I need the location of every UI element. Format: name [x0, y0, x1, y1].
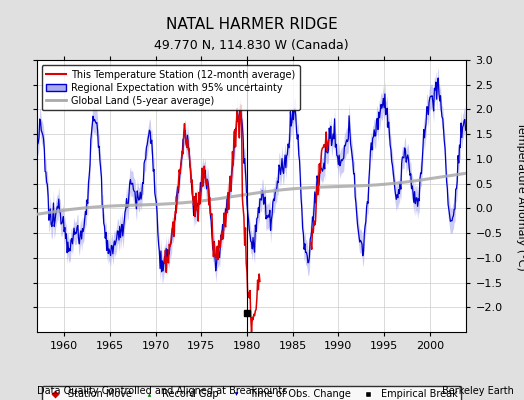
Y-axis label: Temperature Anomaly (°C): Temperature Anomaly (°C)	[516, 122, 524, 270]
Text: 49.770 N, 114.830 W (Canada): 49.770 N, 114.830 W (Canada)	[154, 39, 349, 52]
Text: Data Quality Controlled and Aligned at Breakpoints: Data Quality Controlled and Aligned at B…	[37, 386, 287, 396]
Legend: Station Move, Record Gap, Time of Obs. Change, Empirical Break: Station Move, Record Gap, Time of Obs. C…	[41, 386, 462, 400]
Text: NATAL HARMER RIDGE: NATAL HARMER RIDGE	[166, 17, 337, 32]
Text: Berkeley Earth: Berkeley Earth	[442, 386, 514, 396]
